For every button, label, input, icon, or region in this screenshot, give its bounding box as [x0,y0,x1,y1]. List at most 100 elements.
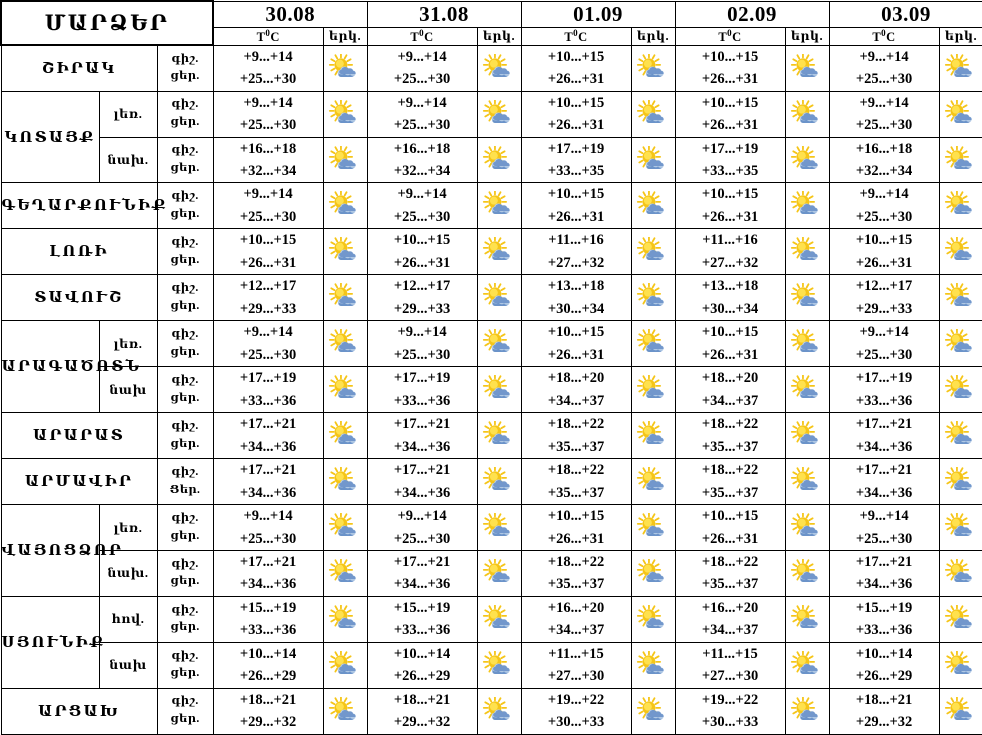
daynight-label-cell: գիշ. ցեր. [156,228,214,276]
sun-behind-cloud-icon [636,237,664,261]
day-temp: +25...+30 [393,71,451,88]
temperature-cell: +18...+22 +35...+37 [674,412,786,460]
night-temp: +19...+22 [547,691,605,708]
temperature-cell: +10...+15 +26...+31 [520,90,632,138]
sun-behind-cloud-icon [482,513,510,536]
region-name-cell: ԿՈՏԱՅՔ [0,90,100,184]
night-temp: +9...+14 [397,508,447,525]
sun-behind-cloud-icon [328,650,356,674]
day-temp: +32...+34 [393,163,451,179]
region-name-cell: ԱՐԱԳԱԾՈՏՆ [0,320,139,414]
daynight-label-cell: գիշ. ցեր. [156,320,214,368]
day-temp: +32...+34 [855,163,913,179]
sun-behind-cloud-icon [636,53,664,77]
day-temp: +33...+36 [393,622,451,639]
day-temp: +25...+30 [855,208,913,225]
sky-condition-cell [476,366,522,414]
day-temp: +34...+37 [547,392,605,409]
sky-condition-cell [476,228,522,276]
day-temp: +29...+32 [855,714,913,731]
temp-unit-text: T0C [564,27,588,44]
night-temp: +10...+14 [393,645,451,662]
header-row-subcols: T0C երկ. T0C երկ. T0C երկ. T0C երկ. T0C … [1,26,982,46]
sky-condition-cell [322,504,368,551]
sun-behind-cloud-icon [482,375,510,399]
sky-condition-cell [784,549,830,597]
night-label: գիշ. [171,603,199,616]
sky-condition-cell [938,90,982,138]
sky-condition-cell [322,182,368,230]
sun-behind-cloud-icon [790,53,818,77]
temperature-cell: +12...+17 +29...+33 [828,274,940,322]
day-temp: +25...+30 [239,530,297,547]
sun-behind-cloud-icon [328,145,356,169]
temperature-cell: +16...+20 +34...+37 [520,595,632,643]
day-label: ցեր. [170,345,200,358]
sky-condition-cell [784,228,830,276]
sun-behind-cloud-icon [790,558,818,582]
day-temp: +34...+36 [239,484,297,501]
sky-condition-cell [630,228,676,276]
sky-condition-cell [322,458,368,506]
sun-behind-cloud-icon [944,237,972,261]
sun-behind-cloud-icon [482,237,510,261]
sun-behind-cloud-icon [636,558,664,582]
night-temp: +18...+22 [701,416,759,433]
sun-behind-cloud-icon [482,53,510,77]
sun-behind-cloud-icon [944,329,972,353]
night-temp: +10...+15 [547,94,605,111]
sun-behind-cloud-icon [482,329,510,353]
table-row: ՇԻՐԱԿ գիշ. ցեր. +9...+14 +25...+30 +9...+14 +2… [0,44,982,92]
sun-behind-cloud-icon [790,650,818,674]
night-label: գիշ. [171,98,199,111]
sky-condition-cell [784,458,830,506]
sun-behind-cloud-icon [636,650,664,674]
table-row: ԳԵՂԱՐՔՈՒՆԻՔ գիշ. ցեր. +9...+14 +25...+30 +9..… [0,182,982,230]
night-temp: +10...+15 [701,94,759,111]
day-temp: +26...+31 [547,530,605,547]
day-label: Ցեր. [169,483,201,496]
day-temp: +26...+31 [701,208,759,225]
night-temp: +17...+21 [855,416,913,433]
temperature-cell: +10...+15 +26...+31 [674,320,786,368]
sky-condition-cell [938,182,982,230]
temperature-cell: +9...+14 +25...+30 [828,182,940,230]
table-row: ՎԱՅՈՑՁՈՐ լեռ. գիշ. ցեր. +9...+14 +25...+30 +9.… [0,504,982,597]
day-temp: +35...+37 [701,484,759,501]
day-temp: +32...+34 [239,163,297,179]
sun-behind-cloud-icon [328,53,356,77]
table-row: նախ գիշ. ցեր. +10...+14 +26...+29 +10...+14 +2… [1,641,982,689]
sun-behind-cloud-icon [482,191,510,215]
night-temp: +18...+22 [547,553,605,570]
night-temp: +17...+21 [393,462,451,479]
daynight-label-cell: գիշ. ցեր. [156,366,214,414]
sky-condition-cell [938,549,982,597]
sub-region-cell: լեռ. [98,504,158,551]
temperature-cell: +10...+15 +26...+31 [674,44,786,92]
sun-behind-cloud-icon [482,696,510,720]
temperature-cell: +18...+20 +34...+37 [520,366,632,414]
day-temp: +29...+33 [239,300,297,317]
daynight-label-cell: գիշ. ցեր. [156,90,214,138]
temperature-cell: +10...+15 +26...+31 [674,182,786,230]
sky-condition-cell [938,595,982,643]
day-temp: +35...+37 [547,576,605,593]
day-temp: +25...+30 [393,530,451,547]
night-temp: +16...+18 [393,140,451,157]
sun-behind-cloud-icon [944,145,972,169]
day-temp: +25...+30 [393,346,451,363]
night-temp: +11...+16 [548,232,604,249]
day-temp: +26...+31 [855,254,913,271]
header-temp-label-4: T0C [828,26,940,46]
temperature-cell: +9...+14 +25...+30 [828,504,940,551]
sky-condition-cell [938,320,982,368]
sun-behind-cloud-icon [328,99,356,123]
night-temp: +9...+14 [243,94,293,111]
night-temp: +9...+14 [859,48,909,65]
sky-condition-cell [322,44,368,92]
header-sky-label-4: երկ. [938,26,982,46]
day-temp: +25...+30 [855,117,913,134]
temperature-cell: +11...+15 +27...+30 [674,641,786,689]
sun-behind-cloud-icon [944,53,972,77]
sun-behind-cloud-icon [944,513,972,536]
